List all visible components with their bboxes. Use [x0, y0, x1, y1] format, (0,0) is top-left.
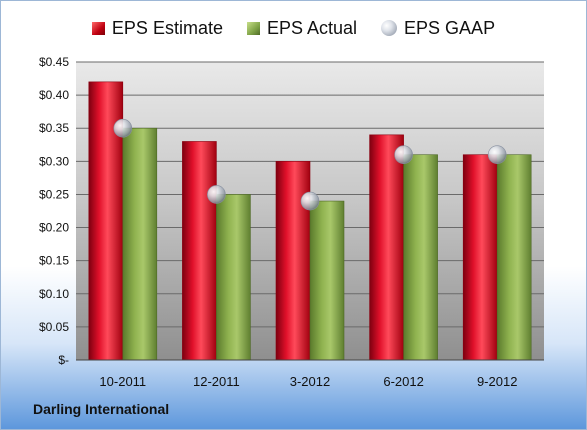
x-tick-label: 12-2011 — [193, 374, 240, 389]
y-tick-label: $0.15 — [39, 254, 69, 268]
y-tick-label: $- — [58, 353, 69, 367]
legend-swatch-estimate — [91, 21, 105, 35]
legend-item-gaap: EPS GAAP — [381, 18, 495, 39]
company-name: Darling International — [33, 401, 170, 417]
chart-legend: EPS Estimate EPS Actual EPS GAAP — [0, 14, 587, 42]
y-tick-label: $0.35 — [39, 121, 69, 135]
bar-eps-estimate — [182, 141, 217, 361]
x-tick-label: 6-2012 — [383, 374, 423, 389]
bar-eps-actual — [122, 127, 158, 361]
legend-item-estimate: EPS Estimate — [91, 17, 223, 39]
marker-eps-gaap — [394, 145, 413, 165]
marker-eps-gaap — [113, 118, 133, 138]
bar-eps-actual — [403, 154, 438, 361]
marker-eps-gaap — [207, 185, 226, 204]
legend-swatch-actual — [246, 21, 260, 35]
bar-eps-estimate — [275, 161, 311, 361]
marker-eps-gaap — [487, 145, 507, 165]
y-tick-label: $0.10 — [39, 287, 69, 301]
bar-eps-estimate — [462, 154, 498, 361]
x-tick-label: 10-2011 — [99, 374, 146, 389]
marker-eps-gaap — [300, 191, 320, 211]
x-tick-label: 9-2012 — [477, 374, 517, 389]
legend-swatch-gaap — [381, 20, 398, 36]
y-tick-label: $0.25 — [39, 187, 69, 201]
bar-eps-estimate — [369, 134, 404, 361]
x-tick-label: 3-2012 — [290, 374, 330, 389]
bar-eps-actual — [309, 200, 345, 361]
legend-label-actual: EPS Actual — [266, 17, 358, 38]
y-tick-label: $0.45 — [39, 55, 69, 69]
bar-eps-actual — [216, 194, 251, 361]
legend-item-actual: EPS Actual — [246, 17, 358, 39]
y-tick-label: $0.30 — [39, 154, 69, 168]
legend-label-gaap: EPS GAAP — [404, 17, 496, 38]
y-tick-label: $0.40 — [39, 88, 69, 102]
y-tick-label: $0.20 — [39, 221, 69, 235]
bar-eps-actual — [496, 154, 532, 361]
legend-label-estimate: EPS Estimate — [111, 17, 223, 38]
y-tick-label: $0.05 — [39, 320, 69, 334]
